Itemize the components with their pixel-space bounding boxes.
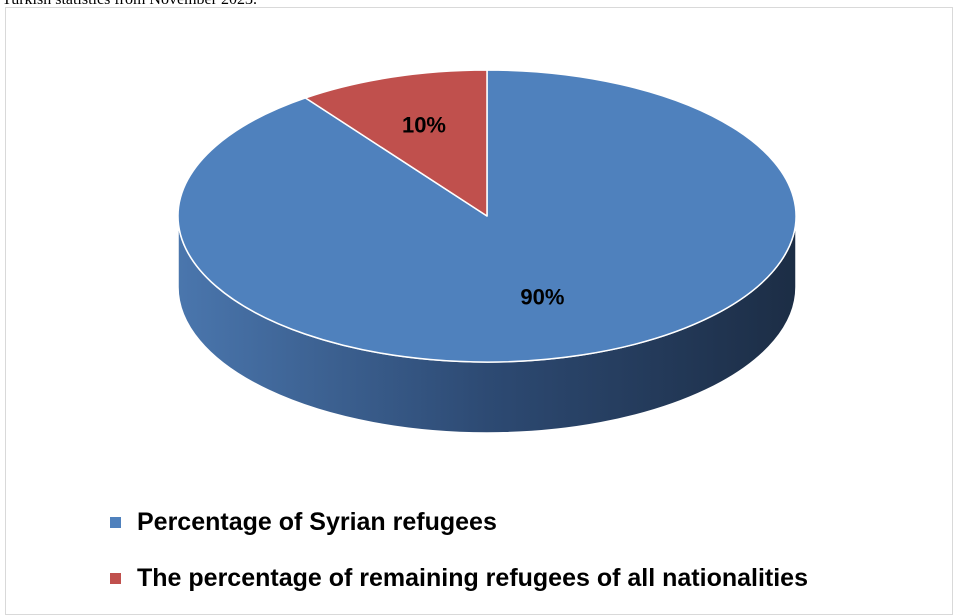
pie-slice-other (304, 69, 488, 217)
legend-swatch-syrian (110, 517, 121, 528)
legend-item-syrian: Percentage of Syrian refugees (110, 508, 497, 537)
legend-swatch-other (110, 573, 121, 584)
legend-label-syrian: Percentage of Syrian refugees (137, 508, 497, 536)
slice-label-syrian: 90% (520, 285, 564, 310)
chart-caption: Turkish statistics from November 2023. (2, 0, 257, 9)
slice-label-other: 10% (402, 112, 446, 137)
chart-area: 90% 10% Percentage of Syrian refugees The… (5, 7, 953, 615)
legend-item-other-nationalities: The percentage of remaining refugees of … (110, 564, 808, 593)
legend-label-other: The percentage of remaining refugees of … (137, 564, 808, 592)
pie-chart: 90% 10% (177, 69, 797, 434)
